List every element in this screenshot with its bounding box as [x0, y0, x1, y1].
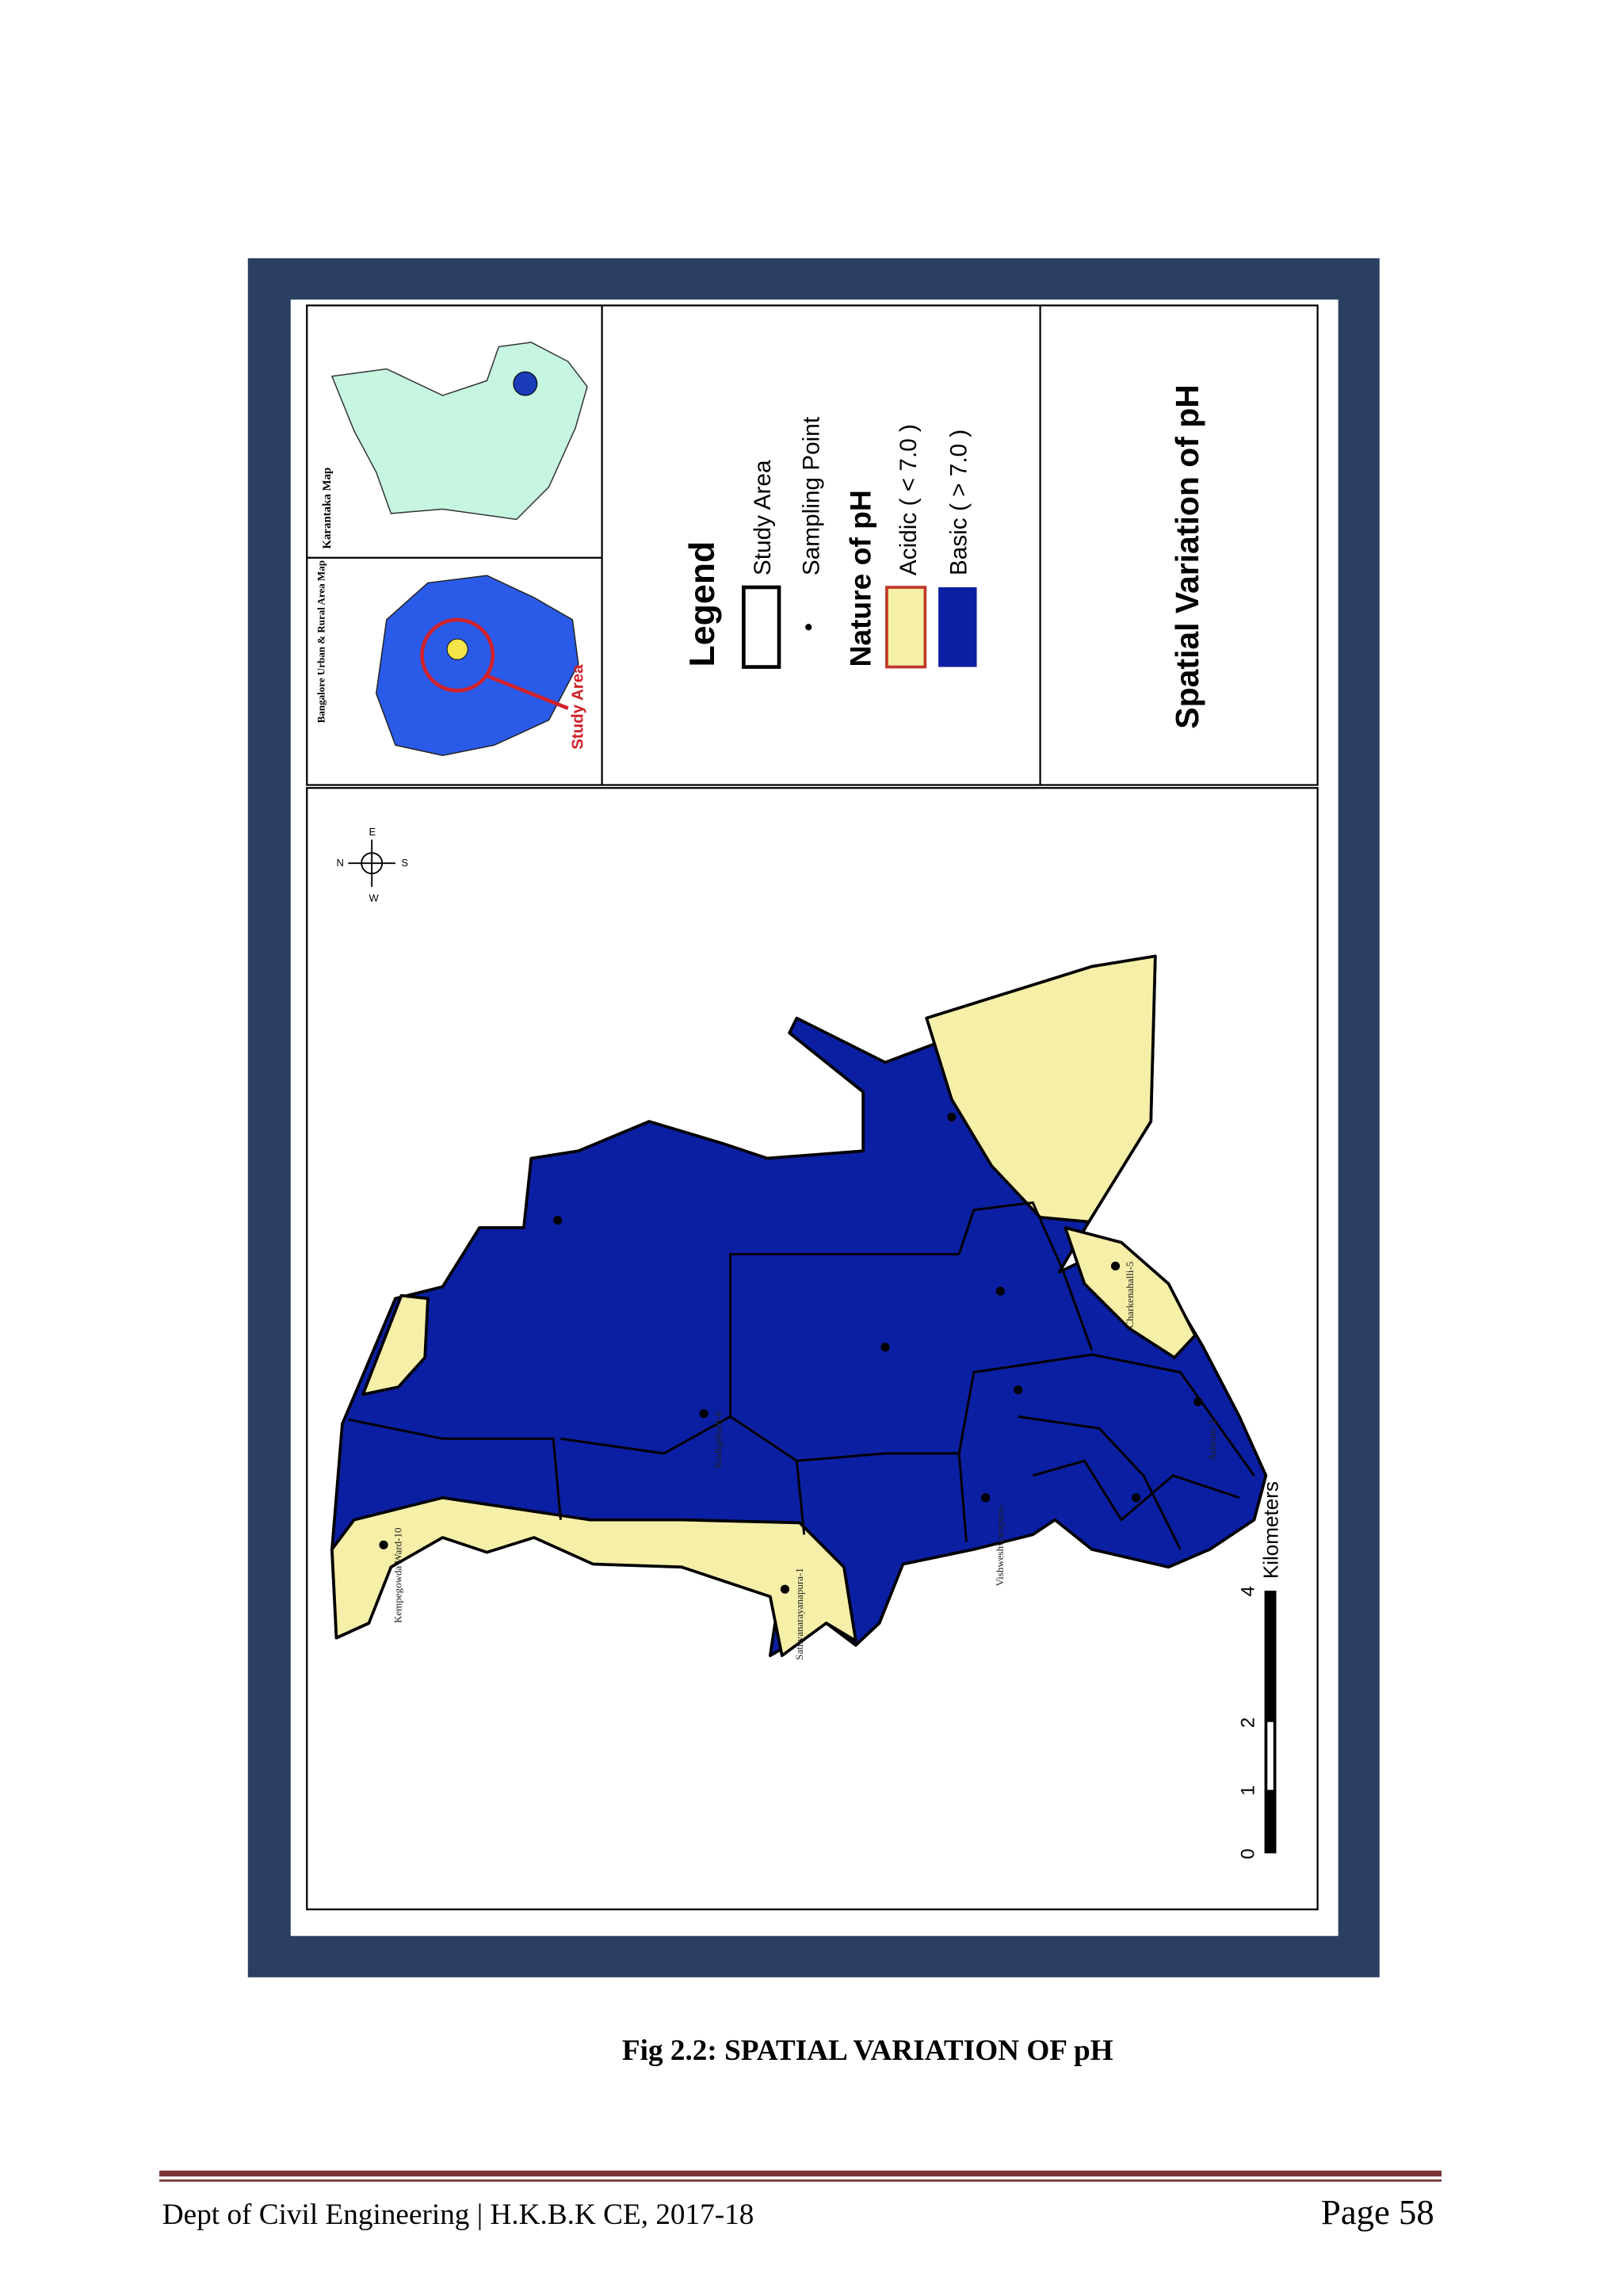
sample-label: Charkenahalli-5	[1124, 1262, 1136, 1328]
bangalore-map	[376, 575, 579, 757]
footer-right: Page 58	[1321, 2192, 1434, 2232]
inset-label: Bangalore Urban & Rural Area Map	[315, 560, 327, 723]
footer-rule	[159, 2170, 1442, 2177]
footer-rule	[159, 2179, 1442, 2182]
legend-point-swatch	[805, 624, 812, 631]
layout-boxes	[306, 304, 1319, 1911]
compass-letter: E	[369, 826, 376, 838]
map-title: Spatial Variation of pH	[1169, 384, 1205, 729]
sample-label: Vishweshwarapura-	[994, 1504, 1006, 1586]
study-area-pointer	[486, 674, 569, 710]
sample-label: Sathyanarayanapura-1	[793, 1568, 805, 1660]
sample-label: Kodigehalli-6	[712, 1411, 724, 1469]
bangalore-study-area	[446, 638, 468, 660]
map-regions	[330, 954, 1268, 1657]
scale-tick: 0	[1238, 1848, 1259, 1859]
scale-unit: Kilometers	[1258, 1481, 1282, 1579]
inset-label: Study Area	[568, 664, 586, 750]
legend-item: Sampling Point	[798, 416, 824, 575]
legend-basic-swatch	[938, 587, 977, 667]
scale-bar	[1264, 1591, 1277, 1854]
legend-acidic-swatch	[885, 586, 927, 669]
compass-letter: N	[336, 857, 343, 869]
legend-subtitle: Nature of pH	[843, 490, 876, 667]
legend-title: Legend	[683, 541, 722, 667]
footer-left: Dept of Civil Engineering | H.K.B.K CE, …	[162, 2199, 754, 2231]
study-area-circle	[420, 617, 495, 693]
sampling-points	[379, 1112, 1203, 1594]
ward-boundaries	[348, 1201, 1255, 1550]
sample-label: Kempegowda Ward-10	[391, 1527, 403, 1623]
figure-inner	[290, 299, 1338, 1936]
inset-label: Karantaka Map	[321, 468, 334, 549]
legend-item: Basic ( > 7.0 )	[945, 430, 972, 575]
compass	[348, 839, 395, 887]
scale-tick: 2	[1238, 1717, 1259, 1728]
scale-bar-segment	[1267, 1721, 1274, 1790]
figure-caption: Fig 2.2: SPATIAL VARIATION OF pH	[622, 2034, 1113, 2067]
compass-letter: S	[401, 857, 408, 869]
sample-label: Ashram-2	[1206, 1419, 1218, 1461]
compass-letter: W	[369, 892, 379, 904]
legend-item: Study Area	[750, 460, 776, 575]
legend-study-area-swatch	[742, 585, 781, 669]
legend-item: Acidic ( < 7.0 )	[896, 424, 922, 575]
scale-tick: 1	[1238, 1785, 1259, 1795]
scale-tick: 4	[1238, 1586, 1259, 1596]
karnataka-highlight	[513, 371, 538, 396]
